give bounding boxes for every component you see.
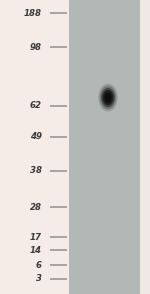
Text: 188: 188 xyxy=(24,9,42,18)
Bar xyxy=(0,0,69,294)
Ellipse shape xyxy=(101,88,115,107)
Text: 62: 62 xyxy=(30,101,42,110)
Bar xyxy=(69,0,140,294)
Ellipse shape xyxy=(100,86,116,109)
Ellipse shape xyxy=(98,83,118,111)
Ellipse shape xyxy=(103,90,113,105)
Bar xyxy=(140,0,150,294)
Text: 14: 14 xyxy=(30,246,42,255)
Text: 28: 28 xyxy=(30,203,42,212)
Text: 98: 98 xyxy=(30,43,42,51)
Text: 3: 3 xyxy=(36,274,42,283)
Text: 6: 6 xyxy=(36,261,42,270)
Ellipse shape xyxy=(104,92,112,103)
Ellipse shape xyxy=(106,95,110,101)
Text: 17: 17 xyxy=(30,233,42,242)
Text: 38: 38 xyxy=(30,166,42,175)
Text: 49: 49 xyxy=(30,132,42,141)
